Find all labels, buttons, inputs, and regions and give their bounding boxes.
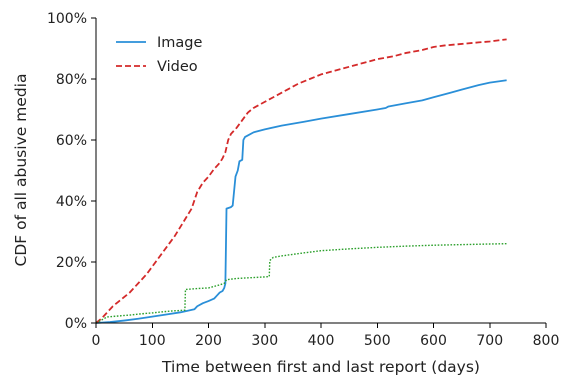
ticks-layer: 0 100 200 300 400 500 600 700 800 0% 20% 40% 60% 80% 1…	[47, 11, 559, 349]
x-tick-label: 700	[476, 333, 503, 349]
y-tick-label: 80%	[56, 72, 87, 88]
series-layer	[95, 38, 507, 324]
x-tick-label: 0	[92, 333, 101, 349]
y-tick-label: 0%	[65, 316, 87, 332]
x-tick-label: 500	[364, 333, 391, 349]
x-axis-title: Time between first and last report (days…	[161, 358, 480, 376]
x-tick-label: 200	[195, 333, 222, 349]
x-tick-label: 100	[139, 333, 166, 349]
legend-label-video: Video	[157, 59, 198, 75]
y-axis-title: CDF of all abusive media	[12, 74, 30, 267]
x-tick-label: 300	[251, 333, 278, 349]
y-tick-label: 60%	[56, 133, 87, 149]
series-line-unlabeled-2	[95, 243, 507, 324]
y-tick-label: 100%	[47, 11, 87, 27]
series-line-video	[95, 38, 507, 324]
x-tick-label: 800	[533, 333, 560, 349]
legend: Image Video	[116, 35, 202, 75]
x-tick-label: 600	[420, 333, 447, 349]
y-tick-label: 20%	[56, 255, 87, 271]
legend-label-image: Image	[157, 35, 202, 51]
series-line-image	[95, 79, 507, 324]
y-tick-label: 40%	[56, 194, 87, 210]
x-tick-label: 400	[308, 333, 335, 349]
